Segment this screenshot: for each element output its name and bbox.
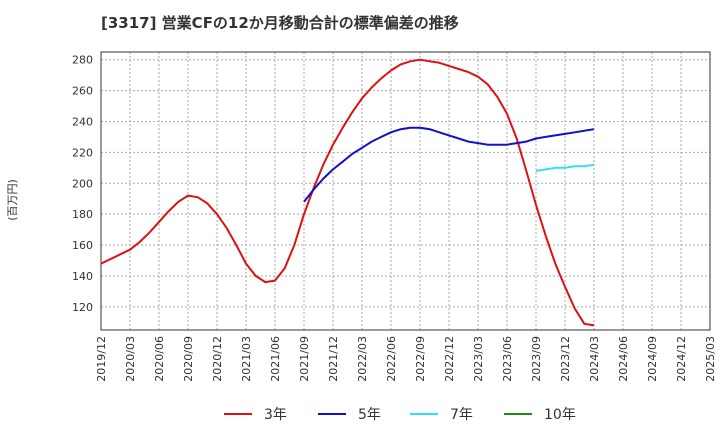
x-tick-label: 2020/09 (182, 336, 195, 382)
grid-layer (100, 52, 711, 330)
x-tick-label: 2024/06 (617, 336, 630, 382)
x-tick-label: 2020/12 (211, 336, 224, 382)
legend-label-1: 3年 (264, 407, 287, 423)
x-tick-label: 2025/03 (704, 336, 717, 382)
x-tick-label: 2021/03 (240, 336, 253, 382)
y-tick-label: 180 (72, 208, 93, 221)
y-tick-label: 240 (72, 116, 93, 129)
x-tick-label: 2022/03 (356, 336, 369, 382)
x-tick-label: 2024/09 (646, 336, 659, 382)
y-tick-label: 220 (72, 146, 93, 159)
legend: 3年 5年 7年 10年 (224, 407, 576, 423)
y-tick-label: 140 (72, 270, 93, 283)
x-tick-label: 2023/06 (501, 336, 514, 382)
y-tick-label: 120 (72, 301, 93, 314)
axis-layer: 120 140 160 180 200 220 240 260 280 2019/12 2020/0… (72, 51, 717, 382)
legend-label-3: 7年 (450, 407, 473, 423)
y-tick-label: 260 (72, 85, 93, 98)
x-tick-label: 2021/12 (327, 336, 340, 382)
series-layer (100, 58, 595, 327)
x-tick-label: 2019/12 (95, 336, 108, 382)
series-line-1 (100, 58, 595, 327)
series-line-2 (303, 126, 595, 203)
legend-label-2: 5年 (358, 407, 381, 423)
x-tick-label: 2023/09 (530, 336, 543, 382)
legend-label-4: 10年 (544, 407, 576, 423)
x-tick-label: 2020/06 (153, 336, 166, 382)
x-tick-label: 2024/12 (675, 336, 688, 382)
x-tick-label: 2022/12 (443, 336, 456, 382)
y-tick-label: 200 (72, 177, 93, 190)
x-tick-label: 2021/06 (269, 336, 282, 382)
x-tick-label: 2021/09 (298, 336, 311, 382)
y-tick-label: 160 (72, 239, 93, 252)
x-tick-label: 2024/03 (588, 336, 601, 382)
series-line-3 (535, 163, 595, 172)
x-tick-label: 2023/12 (559, 336, 572, 382)
x-tick-label: 2022/09 (414, 336, 427, 382)
x-tick-label: 2022/06 (385, 336, 398, 382)
y-axis-label: (百万円) (6, 179, 19, 221)
y-tick-label: 280 (72, 54, 93, 67)
plot-frame (100, 51, 711, 331)
x-tick-label: 2020/03 (124, 336, 137, 382)
x-tick-label: 2023/03 (472, 336, 485, 382)
chart-title: [3317] 営業CFの12か月移動合計の標準偏差の推移 (101, 14, 459, 32)
